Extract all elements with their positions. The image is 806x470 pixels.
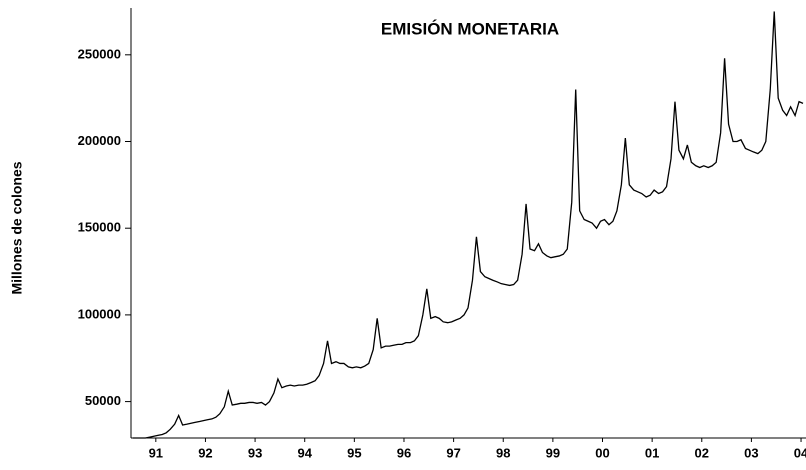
x-tick-label: 04 — [794, 445, 806, 460]
y-tick-label: 50000 — [85, 393, 121, 408]
x-tick-label: 92 — [198, 445, 212, 460]
x-tick-label: 97 — [446, 445, 460, 460]
y-tick-label: 200000 — [78, 133, 121, 148]
x-tick-label: 03 — [744, 445, 758, 460]
x-tick-label: 95 — [347, 445, 361, 460]
x-tick-label: 00 — [595, 445, 609, 460]
x-tick-label: 96 — [397, 445, 411, 460]
x-tick-label: 99 — [546, 445, 560, 460]
y-tick-label: 250000 — [78, 46, 121, 61]
y-tick-label: 100000 — [78, 306, 121, 321]
x-tick-label: 91 — [149, 445, 163, 460]
y-axis-label: Millones de colones — [9, 161, 25, 294]
x-tick-label: 94 — [297, 445, 312, 460]
chart-title: EMISIÓN MONETARIA — [381, 19, 559, 38]
x-tick-label: 98 — [496, 445, 510, 460]
x-tick-label: 93 — [248, 445, 262, 460]
y-tick-label: 150000 — [78, 220, 121, 235]
x-tick-label: 02 — [695, 445, 709, 460]
x-tick-label: 01 — [645, 445, 659, 460]
data-line — [132, 11, 804, 439]
